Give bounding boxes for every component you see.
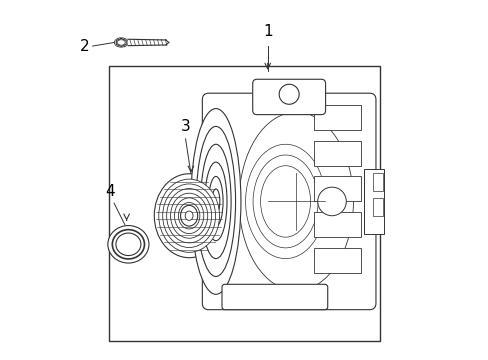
Bar	[372, 198, 382, 216]
Bar	[313, 248, 360, 273]
Ellipse shape	[190, 109, 241, 294]
Ellipse shape	[170, 193, 207, 238]
Bar	[313, 141, 360, 166]
Ellipse shape	[108, 226, 149, 263]
Ellipse shape	[114, 38, 128, 47]
Ellipse shape	[185, 211, 193, 220]
Ellipse shape	[166, 189, 211, 243]
Bar	[372, 173, 382, 191]
Ellipse shape	[196, 126, 235, 276]
FancyBboxPatch shape	[252, 79, 325, 114]
Ellipse shape	[201, 144, 231, 258]
Ellipse shape	[154, 174, 224, 258]
Polygon shape	[116, 39, 126, 46]
Bar	[313, 212, 360, 237]
Ellipse shape	[178, 203, 200, 229]
Ellipse shape	[204, 162, 226, 241]
Ellipse shape	[159, 179, 219, 252]
Bar	[108, 66, 380, 341]
Bar	[313, 176, 360, 202]
Ellipse shape	[239, 112, 353, 291]
Ellipse shape	[117, 40, 125, 45]
Circle shape	[317, 187, 346, 216]
Text: 2: 2	[80, 39, 89, 54]
Text: 4: 4	[105, 184, 115, 199]
Text: 1: 1	[263, 24, 272, 39]
Ellipse shape	[174, 198, 203, 234]
FancyBboxPatch shape	[222, 284, 327, 310]
Ellipse shape	[116, 233, 141, 256]
Ellipse shape	[212, 189, 220, 214]
Circle shape	[279, 84, 299, 104]
Ellipse shape	[112, 230, 144, 259]
Ellipse shape	[180, 205, 197, 226]
Bar	[364, 169, 383, 234]
FancyBboxPatch shape	[202, 93, 375, 310]
Text: 3: 3	[180, 119, 190, 134]
Bar	[313, 105, 360, 130]
Ellipse shape	[163, 184, 215, 248]
Ellipse shape	[208, 176, 223, 226]
